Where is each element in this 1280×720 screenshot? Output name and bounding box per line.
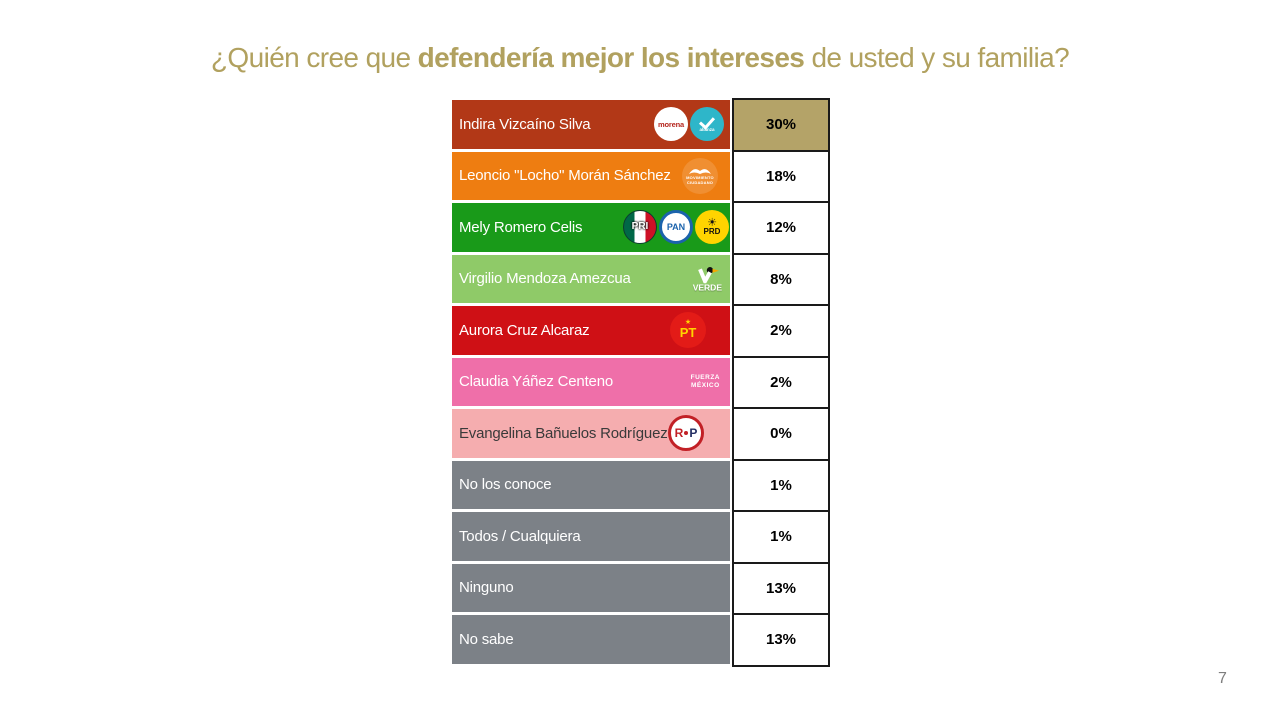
candidate-name: Indira Vizcaíno Silva (459, 115, 591, 133)
candidate-name: Claudia Yáñez Centeno (459, 373, 613, 391)
party-logos: ★ PT (670, 312, 706, 349)
candidate-name: Aurora Cruz Alcaraz (459, 321, 590, 339)
candidate-name: Virgilio Mendoza Amezcua (459, 270, 631, 288)
party-logos: MOVIMIENTO CIUDADANO (682, 157, 718, 194)
morena-logo-icon: morena (654, 107, 688, 142)
party-logos: morena alianza (654, 107, 724, 142)
candidate-bar: Mely Romero Celis PRI PAN ☀ PRD (452, 203, 730, 252)
alianza-logo-icon: alianza (690, 107, 724, 142)
candidate-name: Leoncio "Locho" Morán Sánchez (459, 167, 671, 185)
percent-cell: 1% (732, 458, 830, 512)
party-logos: PRI PAN ☀ PRD (623, 210, 729, 245)
prd-logo-icon: ☀ PRD (695, 210, 729, 245)
table-row: Aurora Cruz Alcaraz ★ PT 2% (452, 304, 830, 358)
table-row: Todos / Cualquiera 1% (452, 510, 830, 564)
page-title: ¿Quién cree que defendería mejor los int… (0, 42, 1280, 74)
percent-cell: 18% (732, 149, 830, 203)
table-row: Mely Romero Celis PRI PAN ☀ PRD 12% (452, 201, 830, 255)
table-row: No los conoce 1% (452, 458, 830, 512)
table-row: Indira Vizcaíno Silva morena alianza 30% (452, 98, 830, 152)
candidate-bar: Indira Vizcaíno Silva morena alianza (452, 100, 730, 149)
party-logos: VERDE (693, 266, 722, 292)
table-row: No sabe 13% (452, 613, 830, 667)
page-title-prefix: ¿Quién cree que (210, 42, 418, 73)
answer-label: Todos / Cualquiera (459, 527, 581, 545)
pt-logo-icon: ★ PT (670, 312, 706, 349)
answer-bar: Ninguno (452, 563, 730, 612)
percent-cell: 0% (732, 407, 830, 461)
page-title-suffix: de usted y su familia? (804, 42, 1070, 73)
table-row: Leoncio "Locho" Morán Sánchez MOVIMIENTO… (452, 149, 830, 203)
answer-label: Ninguno (459, 579, 514, 597)
percent-cell: 30% (732, 98, 830, 152)
table-row: Ninguno 13% (452, 561, 830, 615)
page-title-bold: defendería mejor los intereses (417, 42, 805, 73)
answer-bar: No los conoce (452, 460, 730, 509)
percent-cell: 2% (732, 304, 830, 358)
percent-cell: 1% (732, 510, 830, 564)
candidate-name: Mely Romero Celis (459, 218, 583, 236)
answer-label: No los conoce (459, 476, 552, 494)
answer-bar: No sabe (452, 615, 730, 664)
answer-label: No sabe (459, 630, 514, 648)
pri-logo-icon: PRI (623, 210, 657, 245)
table-row: Virgilio Mendoza Amezcua VERDE 8% (452, 252, 830, 306)
percent-cell: 13% (732, 561, 830, 615)
percent-cell: 8% (732, 252, 830, 306)
page-number: 7 (1218, 670, 1227, 687)
percent-cell: 12% (732, 201, 830, 255)
candidate-name: Evangelina Bañuelos Rodríguez (459, 424, 668, 442)
table-row: Claudia Yáñez Centeno FUERZA MÉXICO 2% (452, 355, 830, 409)
candidate-bar: Aurora Cruz Alcaraz ★ PT (452, 306, 730, 355)
fuerza-mexico-logo-icon: FUERZA MÉXICO (690, 373, 720, 389)
pan-logo-icon: PAN (659, 210, 693, 245)
candidate-bar: Leoncio "Locho" Morán Sánchez MOVIMIENTO… (452, 151, 730, 200)
candidate-bar: Virgilio Mendoza Amezcua VERDE (452, 254, 730, 303)
movimiento-ciudadano-logo-icon: MOVIMIENTO CIUDADANO (682, 157, 718, 194)
percent-cell: 13% (732, 613, 830, 667)
candidate-bar: Claudia Yáñez Centeno FUERZA MÉXICO (452, 357, 730, 406)
partido-verde-logo-icon: VERDE (693, 266, 722, 292)
poll-results-table: Indira Vizcaíno Silva morena alianza 30%… (452, 98, 830, 667)
percent-cell: 2% (732, 355, 830, 409)
party-logos: FUERZA MÉXICO (691, 374, 720, 390)
answer-bar: Todos / Cualquiera (452, 512, 730, 561)
